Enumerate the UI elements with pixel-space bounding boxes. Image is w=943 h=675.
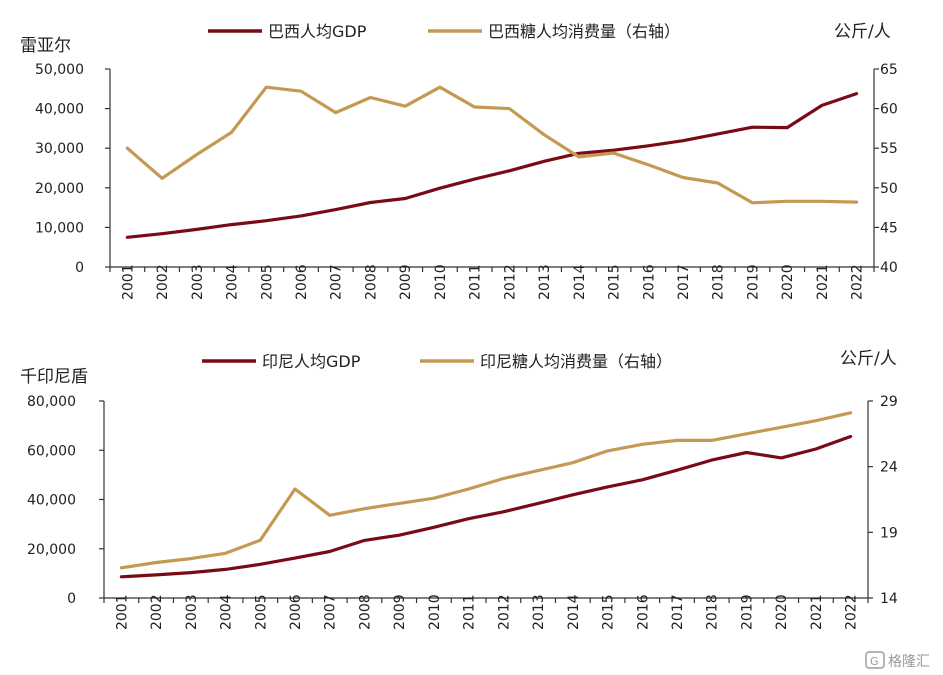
x-tick-label: 2005 xyxy=(259,264,275,300)
x-tick-label: 2012 xyxy=(496,594,512,630)
x-tick-label: 2008 xyxy=(357,594,373,630)
x-tick-label: 2010 xyxy=(427,594,443,630)
x-tick-label: 2021 xyxy=(809,594,825,630)
y-right-tick-label: 60 xyxy=(880,102,898,118)
x-tick-label: 2022 xyxy=(844,594,860,630)
x-tick-label: 2018 xyxy=(705,594,721,630)
watermark: G 格隆汇 xyxy=(865,651,930,670)
x-tick-label: 2001 xyxy=(120,264,136,300)
x-tick-label: 2017 xyxy=(670,594,686,630)
x-tick-label: 2016 xyxy=(641,264,657,300)
legend: 巴西人均GDP 巴西糖人均消费量（右轴） xyxy=(208,22,680,41)
x-tick-label: 2013 xyxy=(531,594,547,630)
gdp-series-line xyxy=(119,434,853,579)
plot-area: 0 20,000 40,000 60,000 80,000 14 19 24 29 2001 200… xyxy=(27,394,898,630)
g-logo-icon-glyph: G xyxy=(870,655,879,668)
x-tick-label: 2003 xyxy=(184,594,200,630)
x-tick-label: 2016 xyxy=(635,594,651,630)
plot-area: 0 10,000 20,000 30,000 40,000 50,000 40 45 50 55 6… xyxy=(35,62,898,300)
x-tick-label: 2003 xyxy=(190,264,206,300)
x-tick-label: 2009 xyxy=(392,594,408,630)
x-tick-label: 2009 xyxy=(398,264,414,300)
x-tick-label: 2015 xyxy=(601,594,617,630)
x-tick-label: 2020 xyxy=(774,594,790,630)
y-left-tick-label: 40,000 xyxy=(27,493,76,509)
x-tick-label: 2013 xyxy=(537,264,553,300)
y-right-tick-label: 50 xyxy=(880,181,898,197)
x-tick-label: 2019 xyxy=(745,264,761,300)
sugar-series-line xyxy=(125,85,859,205)
y-left-tick-label: 60,000 xyxy=(27,443,76,459)
x-tick-label: 2020 xyxy=(780,264,796,300)
y-left-tick-label: 20,000 xyxy=(27,542,76,558)
legend-label-gdp: 巴西人均GDP xyxy=(268,22,367,41)
y-left-tick-label: 0 xyxy=(67,591,76,607)
x-tick-label: 2007 xyxy=(329,264,345,300)
sugar-series-line xyxy=(119,411,853,570)
legend: 印尼人均GDP 印尼糖人均消费量（右轴） xyxy=(202,352,672,371)
g-logo-icon xyxy=(865,651,885,669)
x-tick-label: 2011 xyxy=(462,594,478,630)
legend-label-sugar: 巴西糖人均消费量（右轴） xyxy=(488,22,680,41)
y-left-tick-label: 10,000 xyxy=(35,220,84,236)
right-axis-unit: 公斤/人 xyxy=(834,22,891,42)
x-tick-label: 2015 xyxy=(607,264,623,300)
watermark-text: 格隆汇 xyxy=(888,654,930,670)
x-tick-label: 2004 xyxy=(219,594,235,630)
x-tick-label: 2022 xyxy=(850,264,866,300)
x-tick-label: 2021 xyxy=(815,264,831,300)
legend-label-gdp: 印尼人均GDP xyxy=(262,352,361,371)
y-left-tick-label: 80,000 xyxy=(27,394,76,410)
x-tick-label: 2019 xyxy=(739,594,755,630)
x-tick-label: 2002 xyxy=(149,594,165,630)
x-tick-label: 2001 xyxy=(114,594,130,630)
x-tick-label: 2017 xyxy=(676,264,692,300)
y-right-tick-label: 19 xyxy=(880,525,898,541)
y-left-tick-label: 20,000 xyxy=(35,181,84,197)
y-right-tick-label: 45 xyxy=(880,220,898,236)
brazil-chart: 雷亚尔 公斤/人 巴西人均GDP 巴西糖人均消费量（右轴） 0 10,000 20,… xyxy=(20,22,898,300)
x-tick-label: 2008 xyxy=(363,264,379,300)
x-tick-label: 2002 xyxy=(155,264,171,300)
y-right-tick-label: 24 xyxy=(880,460,898,476)
y-left-tick-label: 0 xyxy=(75,260,84,276)
left-axis-unit: 雷亚尔 xyxy=(20,36,71,56)
x-tick-label: 2004 xyxy=(225,264,241,300)
y-left-tick-label: 30,000 xyxy=(35,141,84,157)
y-right-tick-label: 14 xyxy=(880,591,898,607)
x-tick-label: 2018 xyxy=(711,264,727,300)
x-tick-label: 2006 xyxy=(288,594,304,630)
x-tick-label: 2010 xyxy=(433,264,449,300)
gdp-series-line xyxy=(125,91,859,239)
x-tick-label: 2007 xyxy=(323,594,339,630)
x-tick-label: 2014 xyxy=(566,594,582,630)
x-tick-label: 2005 xyxy=(253,594,269,630)
x-tick-label: 2011 xyxy=(468,264,484,300)
y-right-tick-label: 65 xyxy=(880,62,898,78)
x-tick-label: 2014 xyxy=(572,264,588,300)
y-right-tick-label: 29 xyxy=(880,394,898,410)
y-right-tick-label: 40 xyxy=(880,260,898,276)
indonesia-chart: 千印尼盾 公斤/人 印尼人均GDP 印尼糖人均消费量（右轴） 0 20,000 40… xyxy=(20,349,898,630)
y-left-tick-label: 50,000 xyxy=(35,62,84,78)
left-axis-unit: 千印尼盾 xyxy=(20,367,88,387)
y-right-tick-label: 55 xyxy=(880,141,898,157)
x-tick-label: 2012 xyxy=(502,264,518,300)
x-tick-label: 2006 xyxy=(294,264,310,300)
right-axis-unit: 公斤/人 xyxy=(840,349,897,369)
legend-label-sugar: 印尼糖人均消费量（右轴） xyxy=(480,352,672,371)
y-left-tick-label: 40,000 xyxy=(35,102,84,118)
